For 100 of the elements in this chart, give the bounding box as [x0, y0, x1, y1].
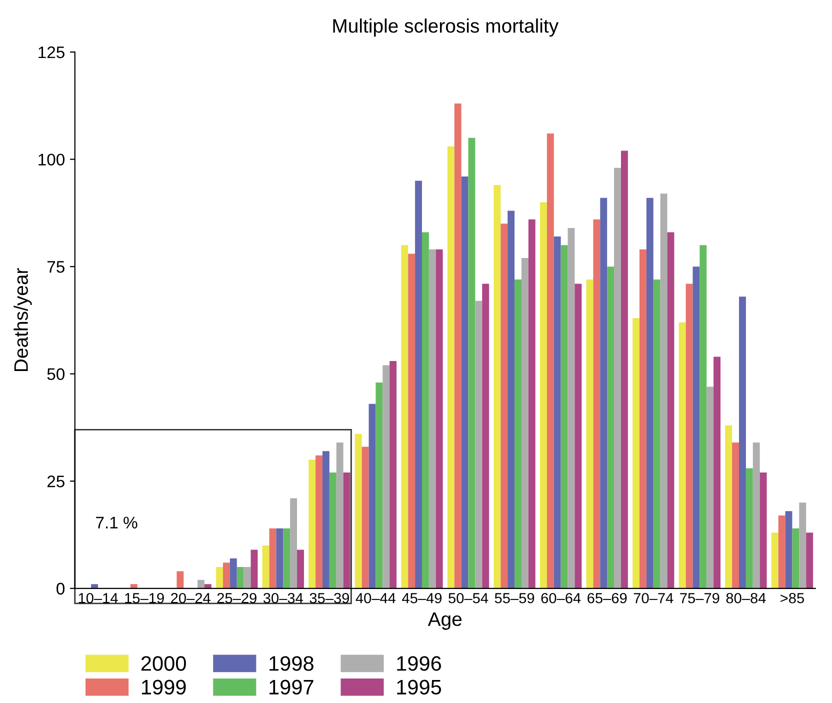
bar	[422, 232, 429, 588]
bar	[454, 104, 462, 588]
x-tick-label: 30–34	[263, 592, 303, 604]
x-tick-label: 55–59	[494, 592, 534, 604]
legend-label: 1996	[397, 656, 442, 671]
x-tick-label: 75–79	[680, 592, 720, 604]
x-tick-label: 35–39	[310, 592, 350, 604]
bar	[692, 266, 700, 588]
x-tick-label: 40–44	[356, 592, 396, 604]
y-axis-title: Deaths/year	[14, 268, 32, 372]
bar	[362, 446, 369, 588]
bar	[554, 236, 561, 588]
bar	[514, 279, 522, 588]
bar	[706, 386, 714, 588]
bar	[198, 580, 204, 588]
bar	[468, 138, 476, 588]
bar	[574, 284, 582, 588]
y-tick-label: 50	[47, 368, 65, 380]
x-tick-label: 15–19	[125, 592, 164, 604]
legend-label: 1998	[270, 656, 314, 671]
bar	[244, 566, 251, 588]
bar	[752, 442, 760, 588]
bar	[283, 528, 290, 588]
bar	[521, 258, 528, 588]
bar	[316, 455, 322, 588]
bar	[667, 232, 674, 588]
bar	[269, 528, 276, 588]
bar	[91, 584, 98, 588]
y-tick-label: 0	[56, 582, 65, 595]
bar	[290, 498, 298, 588]
bar	[607, 266, 614, 588]
bar	[475, 300, 482, 588]
bar	[686, 284, 693, 588]
x-tick-label: 45–49	[402, 592, 442, 604]
bar	[632, 318, 640, 588]
bar	[130, 584, 138, 588]
bar	[336, 442, 344, 588]
bar	[436, 249, 443, 588]
bar	[746, 468, 753, 588]
bar	[250, 550, 258, 588]
bar	[368, 404, 376, 588]
bar	[354, 434, 362, 588]
x-tick-label: 25–29	[217, 592, 256, 604]
legend-label: 2000	[141, 656, 186, 671]
bar	[714, 356, 720, 588]
x-tick-label: 50–54	[448, 592, 488, 604]
y-tick-label: 75	[47, 261, 64, 273]
bar	[262, 546, 270, 588]
x-tick-label: 80–84	[726, 592, 766, 604]
bar	[230, 558, 237, 588]
bar	[236, 566, 244, 588]
bar	[382, 365, 390, 588]
bar	[620, 150, 628, 588]
bar	[778, 515, 786, 588]
bar	[508, 210, 515, 588]
annotation: 7.1 %	[96, 516, 138, 528]
bar	[771, 532, 778, 588]
legend-label: 1997	[270, 680, 314, 695]
bar	[806, 532, 814, 588]
bar	[222, 562, 230, 588]
bar	[428, 249, 436, 588]
bar	[653, 279, 660, 588]
x-tick-label: 60–64	[541, 592, 581, 604]
bar	[176, 571, 184, 588]
bar	[482, 284, 490, 588]
x-tick-label: >85	[780, 592, 804, 604]
bar	[725, 425, 732, 588]
bar	[528, 219, 536, 588]
bar	[308, 460, 316, 588]
y-tick-label: 25	[47, 476, 64, 488]
bar	[792, 528, 800, 588]
bar	[329, 472, 336, 588]
bar	[560, 245, 568, 588]
bar	[660, 194, 668, 588]
bar	[494, 185, 501, 588]
legend-label: 1999	[142, 680, 186, 695]
bar	[639, 249, 646, 588]
legend-label: 1995	[397, 680, 442, 695]
bar	[700, 245, 707, 588]
bar	[322, 451, 330, 588]
bar	[739, 296, 746, 588]
y-tick-label: 100	[38, 154, 65, 166]
bar	[343, 472, 350, 588]
bar	[646, 198, 654, 588]
y-tick-label: 125	[38, 46, 64, 58]
x-tick-label: 10–14	[78, 592, 118, 604]
bar	[546, 134, 554, 588]
bar	[297, 550, 304, 588]
bar	[216, 566, 223, 588]
bar	[540, 202, 547, 588]
bar	[276, 528, 284, 588]
bar	[415, 180, 422, 588]
bar	[586, 279, 594, 588]
bar	[408, 254, 416, 588]
bar	[461, 176, 468, 588]
x-tick-label: 65–69	[588, 592, 627, 604]
bar	[568, 228, 575, 588]
x-tick-label: 70–74	[634, 592, 674, 604]
bar	[678, 322, 686, 588]
x-axis-title: Age	[428, 612, 462, 630]
